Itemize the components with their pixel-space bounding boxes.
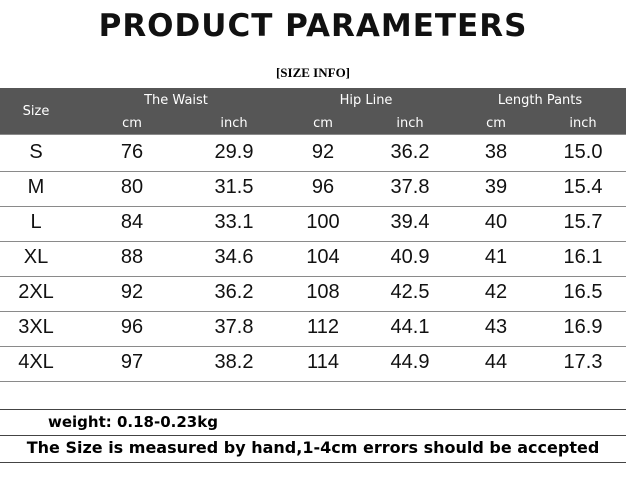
size-cell: XL [23, 246, 49, 268]
size-cell: M [27, 176, 45, 198]
cell: 97 [120, 351, 144, 373]
group-header: The Waist [144, 93, 208, 108]
cell: 44.1 [390, 316, 430, 338]
rule [0, 134, 626, 135]
cell: 39 [484, 176, 508, 198]
unit-header: cm [486, 116, 506, 131]
unit-header: cm [122, 116, 142, 131]
cell: 44.9 [390, 351, 430, 373]
row-rule [0, 206, 626, 207]
group-header: Length Pants [497, 93, 583, 108]
size-cell: 4XL [18, 351, 54, 373]
cell: 41 [484, 246, 508, 268]
cell: 16.1 [563, 246, 603, 268]
row-rule [0, 311, 626, 312]
cell: 76 [120, 141, 144, 163]
cell: 36.2 [214, 281, 254, 303]
cell: 80 [120, 176, 144, 198]
group-header: Hip Line [339, 93, 393, 108]
cell: 44 [484, 351, 508, 373]
unit-header: inch [220, 116, 248, 131]
row-rule [0, 276, 626, 277]
title: PRODUCT PARAMETERS [98, 8, 528, 44]
size-cell: S [29, 141, 43, 163]
cell: 92 [311, 141, 335, 163]
rule [0, 409, 626, 410]
cell: 39.4 [390, 211, 430, 233]
subtitle: [SIZE INFO] [275, 65, 351, 80]
unit-header: inch [569, 116, 597, 131]
row-rule [0, 241, 626, 242]
size-cell: 3XL [18, 316, 54, 338]
cell: 114 [307, 351, 339, 373]
cell: 16.9 [563, 316, 603, 338]
table-header [0, 88, 626, 134]
cell: 92 [120, 281, 144, 303]
cell: 112 [307, 316, 339, 338]
size-cell: 2XL [18, 281, 54, 303]
row-rule [0, 171, 626, 172]
cell: 16.5 [563, 281, 603, 303]
cell: 34.6 [214, 246, 254, 268]
cell: 40 [484, 211, 508, 233]
cell: 40.9 [390, 246, 430, 268]
cell: 84 [120, 211, 144, 233]
size-header: Size [22, 104, 50, 119]
cell: 38 [484, 141, 508, 163]
cell: 104 [306, 246, 340, 268]
cell: 31.5 [214, 176, 254, 198]
cell: 36.2 [390, 141, 430, 163]
cell: 37.8 [214, 316, 254, 338]
row-rule [0, 381, 626, 382]
cell: 38.2 [214, 351, 254, 373]
rule [0, 435, 626, 436]
cell: 96 [311, 176, 335, 198]
cell: 96 [120, 316, 144, 338]
rule [0, 462, 626, 463]
cell: 15.0 [563, 141, 603, 163]
cell: 15.4 [563, 176, 603, 198]
cell: 15.7 [563, 211, 603, 233]
size-cell: L [30, 211, 42, 233]
cell: 29.9 [214, 141, 254, 163]
row-rule [0, 346, 626, 347]
cell: 42.5 [390, 281, 430, 303]
cell: 43 [484, 316, 508, 338]
disclaimer: The Size is measured by hand,1-4cm error… [26, 438, 600, 457]
cell: 88 [120, 246, 144, 268]
cell: 17.3 [563, 351, 603, 373]
cell: 33.1 [214, 211, 254, 233]
cell: 100 [306, 211, 340, 233]
cell: 108 [306, 281, 340, 303]
unit-header: inch [396, 116, 424, 131]
weight-note: weight: 0.18-0.23kg [48, 413, 218, 431]
cell: 37.8 [390, 176, 430, 198]
cell: 42 [484, 281, 508, 303]
unit-header: cm [313, 116, 333, 131]
